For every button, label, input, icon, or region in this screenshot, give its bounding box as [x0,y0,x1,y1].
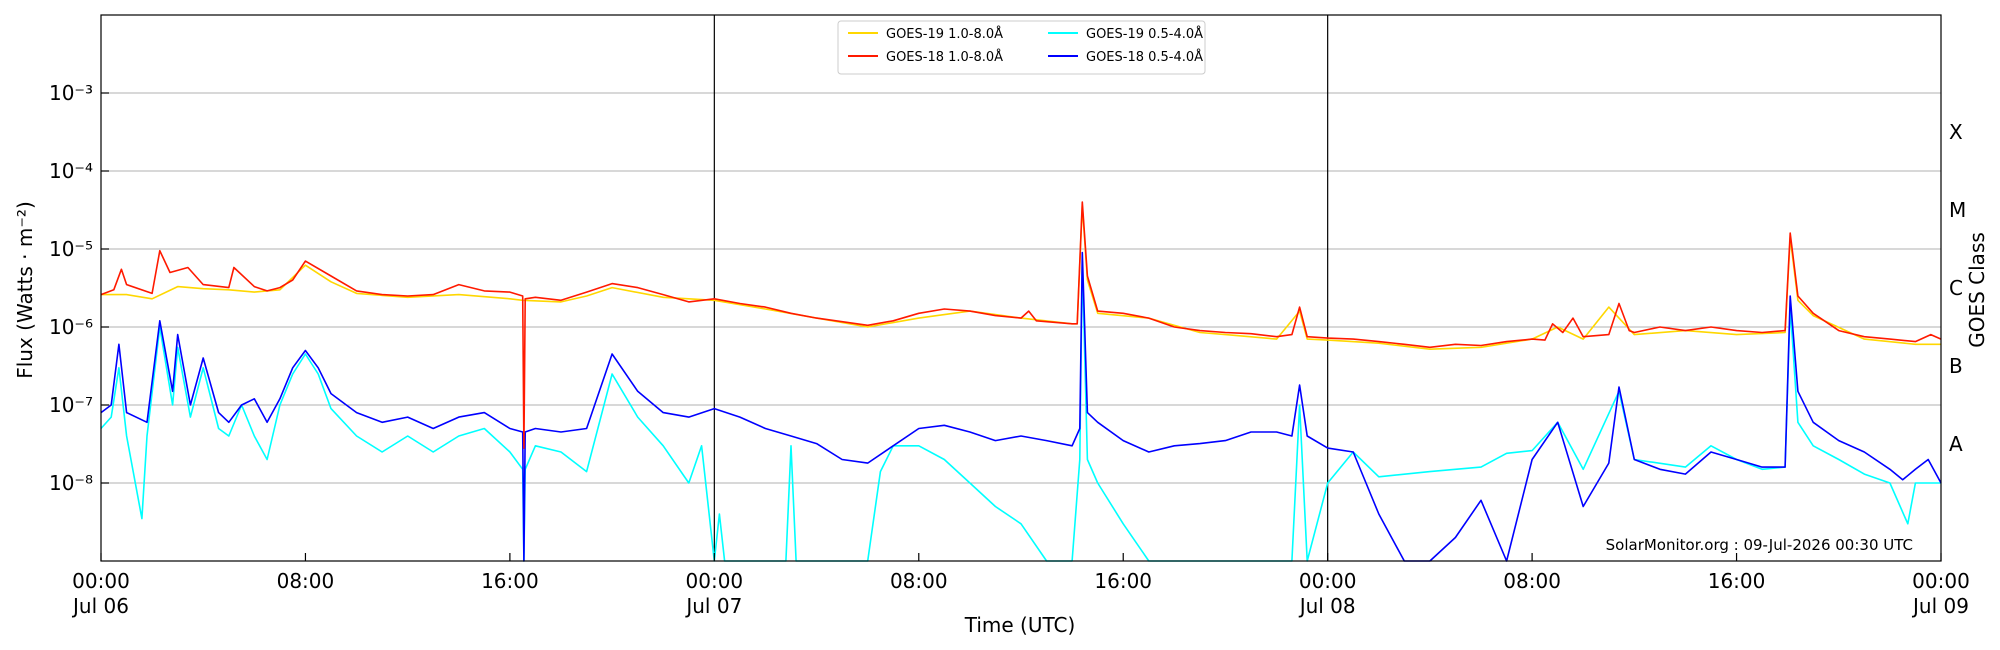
y-tick-label: 10⁻⁷ [49,393,93,417]
legend-label: GOES-19 1.0-8.0Å [886,26,1003,42]
y-tick-label: 10⁻⁶ [49,315,93,339]
legend-label: GOES-18 1.0-8.0Å [886,49,1003,65]
series-line [100,201,1942,449]
data-series [100,201,1942,562]
day-boundary-lines [713,15,1329,561]
x-tick-label: 16:00 [481,569,539,593]
series-line [100,260,1941,562]
goes-class-label: A [1949,432,1963,456]
legend: GOES-19 1.0-8.0Å GOES-18 1.0-8.0Å GOES-19 … [837,20,1206,75]
plot-frame [100,14,1942,562]
x-tick-date-label: Jul 09 [1911,594,1969,618]
legend-box [837,20,1206,75]
x-tick-label: 00:00 [686,569,744,593]
x-tick-label: 00:00 [72,569,130,593]
right-axis-title: GOES Class [1965,232,1989,348]
x-tick-label: 00:00 [1299,569,1357,593]
x-tick-label: 16:00 [1094,569,1152,593]
y-tick-label: 10⁻³ [49,81,93,105]
x-tick-date-label: Jul 07 [684,594,742,618]
x-tick-label: 16:00 [1708,569,1766,593]
x-axis-title: Time (UTC) [964,613,1076,637]
x-tick-label: 08:00 [1503,569,1561,593]
y-axis-ticks: 10⁻⁸ 10⁻⁷ 10⁻⁶ 10⁻⁵ 10⁻⁴ 10⁻³ [49,81,109,495]
credit-text: SolarMonitor.org : 09-Jul-2026 00:30 UTC [1606,536,1913,554]
grid-lines [101,92,1941,484]
goes-class-label: B [1949,354,1963,378]
x-tick-date-label: Jul 08 [1298,594,1356,618]
y-tick-label: 10⁻⁸ [49,471,93,495]
series-line [100,251,1942,562]
x-tick-label: 00:00 [1912,569,1970,593]
x-tick-label: 08:00 [890,569,948,593]
y-tick-label: 10⁻⁴ [49,159,93,183]
legend-label: GOES-18 0.5-4.0Å [1086,49,1203,65]
y-tick-label: 10⁻⁵ [49,237,93,261]
goes-class-label: M [1949,198,1966,222]
x-tick-date-label: Jul 06 [71,594,129,618]
goes-class-label: X [1949,120,1963,144]
y-axis-title: Flux (Watts · m⁻²) [13,201,37,379]
goes-class-labels: A B C M X [1949,120,1966,456]
goes-class-label: C [1949,276,1963,300]
legend-label: GOES-19 0.5-4.0Å [1086,26,1203,42]
x-tick-label: 08:00 [277,569,335,593]
